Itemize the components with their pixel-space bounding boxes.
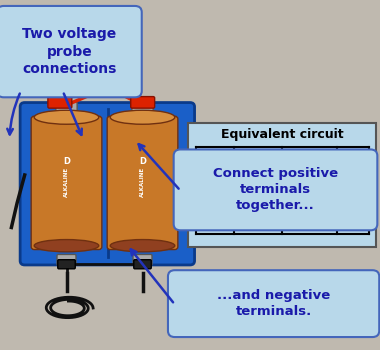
FancyBboxPatch shape: [107, 116, 178, 250]
Text: V: V: [334, 186, 342, 196]
Ellipse shape: [110, 239, 175, 252]
FancyBboxPatch shape: [174, 149, 377, 230]
FancyBboxPatch shape: [58, 260, 75, 269]
FancyBboxPatch shape: [56, 102, 77, 115]
FancyBboxPatch shape: [57, 254, 76, 265]
Text: ALKALINE: ALKALINE: [64, 167, 69, 197]
Text: D: D: [63, 156, 70, 166]
Ellipse shape: [34, 110, 99, 124]
Text: Two voltage
probe
connections: Two voltage probe connections: [22, 27, 117, 76]
Text: ...and negative
terminals.: ...and negative terminals.: [217, 289, 330, 318]
Circle shape: [323, 177, 352, 204]
FancyBboxPatch shape: [134, 260, 151, 269]
FancyBboxPatch shape: [132, 102, 153, 115]
Ellipse shape: [34, 239, 99, 252]
FancyBboxPatch shape: [168, 270, 379, 337]
Text: ALKALINE: ALKALINE: [140, 167, 145, 197]
FancyBboxPatch shape: [188, 122, 376, 247]
FancyBboxPatch shape: [131, 97, 155, 108]
Text: D: D: [139, 156, 146, 166]
FancyBboxPatch shape: [133, 254, 152, 265]
Text: Connect positive
terminals
together...: Connect positive terminals together...: [213, 167, 338, 212]
Text: Equivalent circuit: Equivalent circuit: [221, 128, 344, 141]
FancyBboxPatch shape: [0, 6, 142, 97]
FancyBboxPatch shape: [31, 116, 102, 250]
FancyBboxPatch shape: [20, 103, 195, 265]
Ellipse shape: [110, 110, 175, 124]
FancyBboxPatch shape: [48, 97, 72, 108]
